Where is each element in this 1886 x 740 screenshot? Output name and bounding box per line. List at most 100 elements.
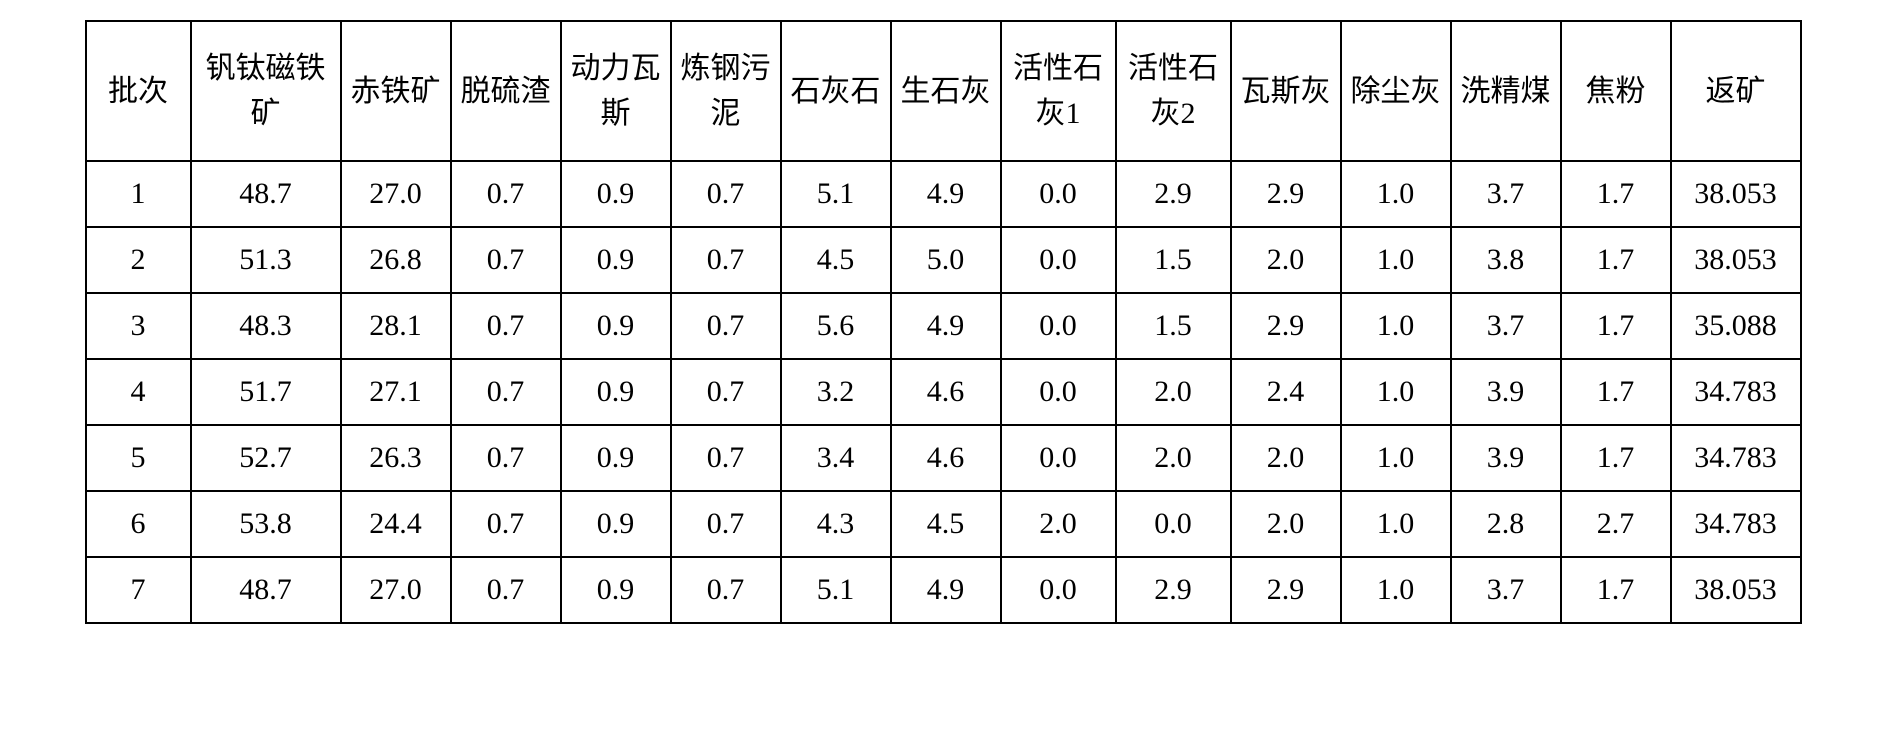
- header-cell-dust-removal-ash: 除尘灰: [1341, 21, 1451, 161]
- cell: 0.0: [1001, 557, 1116, 623]
- cell: 0.9: [561, 491, 671, 557]
- cell: 0.9: [561, 161, 671, 227]
- cell: 0.0: [1001, 161, 1116, 227]
- cell: 0.0: [1001, 227, 1116, 293]
- cell: 4.6: [891, 425, 1001, 491]
- cell: 0.7: [671, 161, 781, 227]
- cell: 0.7: [671, 425, 781, 491]
- cell: 0.7: [671, 557, 781, 623]
- cell: 5.1: [781, 557, 891, 623]
- header-cell-gas-ash: 瓦斯灰: [1231, 21, 1341, 161]
- table-header: 批次 钒钛磁铁矿 赤铁矿 脱硫渣 动力瓦斯 炼钢污泥 石灰石 生石灰 活性石灰1…: [86, 21, 1801, 161]
- cell: 0.9: [561, 359, 671, 425]
- cell: 3.9: [1451, 359, 1561, 425]
- cell: 0.7: [671, 491, 781, 557]
- cell: 48.7: [191, 161, 341, 227]
- data-table: 批次 钒钛磁铁矿 赤铁矿 脱硫渣 动力瓦斯 炼钢污泥 石灰石 生石灰 活性石灰1…: [85, 20, 1802, 624]
- header-cell-active-lime-2: 活性石灰2: [1116, 21, 1231, 161]
- cell: 2.0: [1231, 425, 1341, 491]
- cell: 3.7: [1451, 161, 1561, 227]
- cell: 0.7: [451, 359, 561, 425]
- cell: 1.7: [1561, 227, 1671, 293]
- cell: 3.8: [1451, 227, 1561, 293]
- cell: 0.7: [671, 227, 781, 293]
- cell: 4.9: [891, 557, 1001, 623]
- cell: 26.8: [341, 227, 451, 293]
- cell: 38.053: [1671, 557, 1801, 623]
- cell: 27.0: [341, 557, 451, 623]
- cell: 51.7: [191, 359, 341, 425]
- cell: 38.053: [1671, 161, 1801, 227]
- table-row: 7 48.7 27.0 0.7 0.9 0.7 5.1 4.9 0.0 2.9 …: [86, 557, 1801, 623]
- table-row: 2 51.3 26.8 0.7 0.9 0.7 4.5 5.0 0.0 1.5 …: [86, 227, 1801, 293]
- cell: 0.9: [561, 293, 671, 359]
- cell: 3.2: [781, 359, 891, 425]
- header-cell-hematite: 赤铁矿: [341, 21, 451, 161]
- cell: 0.9: [561, 557, 671, 623]
- cell: 1.0: [1341, 491, 1451, 557]
- header-cell-coke-powder: 焦粉: [1561, 21, 1671, 161]
- cell: 0.0: [1001, 425, 1116, 491]
- header-cell-desulfurization-slag: 脱硫渣: [451, 21, 561, 161]
- cell: 1.0: [1341, 227, 1451, 293]
- cell: 1: [86, 161, 191, 227]
- cell: 0.0: [1001, 293, 1116, 359]
- header-cell-washed-clean-coal: 洗精煤: [1451, 21, 1561, 161]
- cell: 5.6: [781, 293, 891, 359]
- cell: 4.6: [891, 359, 1001, 425]
- cell: 2.8: [1451, 491, 1561, 557]
- cell: 1.7: [1561, 293, 1671, 359]
- cell: 1.7: [1561, 557, 1671, 623]
- header-row: 批次 钒钛磁铁矿 赤铁矿 脱硫渣 动力瓦斯 炼钢污泥 石灰石 生石灰 活性石灰1…: [86, 21, 1801, 161]
- cell: 27.0: [341, 161, 451, 227]
- cell: 1.7: [1561, 425, 1671, 491]
- cell: 2.7: [1561, 491, 1671, 557]
- cell: 2.0: [1001, 491, 1116, 557]
- table-row: 6 53.8 24.4 0.7 0.9 0.7 4.3 4.5 2.0 0.0 …: [86, 491, 1801, 557]
- cell: 53.8: [191, 491, 341, 557]
- cell: 4: [86, 359, 191, 425]
- cell: 0.7: [451, 161, 561, 227]
- cell: 4.9: [891, 161, 1001, 227]
- cell: 1.5: [1116, 227, 1231, 293]
- cell: 2.9: [1116, 161, 1231, 227]
- cell: 28.1: [341, 293, 451, 359]
- cell: 0.0: [1116, 491, 1231, 557]
- cell: 0.7: [671, 293, 781, 359]
- cell: 34.783: [1671, 359, 1801, 425]
- table-row: 4 51.7 27.1 0.7 0.9 0.7 3.2 4.6 0.0 2.0 …: [86, 359, 1801, 425]
- cell: 6: [86, 491, 191, 557]
- cell: 4.5: [781, 227, 891, 293]
- cell: 34.783: [1671, 491, 1801, 557]
- table-body: 1 48.7 27.0 0.7 0.9 0.7 5.1 4.9 0.0 2.9 …: [86, 161, 1801, 623]
- cell: 27.1: [341, 359, 451, 425]
- cell: 1.0: [1341, 359, 1451, 425]
- cell: 0.7: [451, 425, 561, 491]
- cell: 2.9: [1116, 557, 1231, 623]
- cell: 1.0: [1341, 425, 1451, 491]
- header-cell-power-gas: 动力瓦斯: [561, 21, 671, 161]
- cell: 2.0: [1116, 425, 1231, 491]
- cell: 1.7: [1561, 161, 1671, 227]
- cell: 2.0: [1231, 227, 1341, 293]
- cell: 7: [86, 557, 191, 623]
- cell: 3.4: [781, 425, 891, 491]
- cell: 1.0: [1341, 161, 1451, 227]
- cell: 2.0: [1231, 491, 1341, 557]
- header-cell-quicklime: 生石灰: [891, 21, 1001, 161]
- cell: 5: [86, 425, 191, 491]
- cell: 3: [86, 293, 191, 359]
- cell: 3.9: [1451, 425, 1561, 491]
- header-cell-return-ore: 返矿: [1671, 21, 1801, 161]
- header-cell-vanadium-titanium-magnetite: 钒钛磁铁矿: [191, 21, 341, 161]
- cell: 1.0: [1341, 557, 1451, 623]
- cell: 48.7: [191, 557, 341, 623]
- cell: 4.5: [891, 491, 1001, 557]
- cell: 26.3: [341, 425, 451, 491]
- cell: 34.783: [1671, 425, 1801, 491]
- cell: 24.4: [341, 491, 451, 557]
- table-row: 5 52.7 26.3 0.7 0.9 0.7 3.4 4.6 0.0 2.0 …: [86, 425, 1801, 491]
- cell: 3.7: [1451, 557, 1561, 623]
- table-row: 1 48.7 27.0 0.7 0.9 0.7 5.1 4.9 0.0 2.9 …: [86, 161, 1801, 227]
- cell: 5.1: [781, 161, 891, 227]
